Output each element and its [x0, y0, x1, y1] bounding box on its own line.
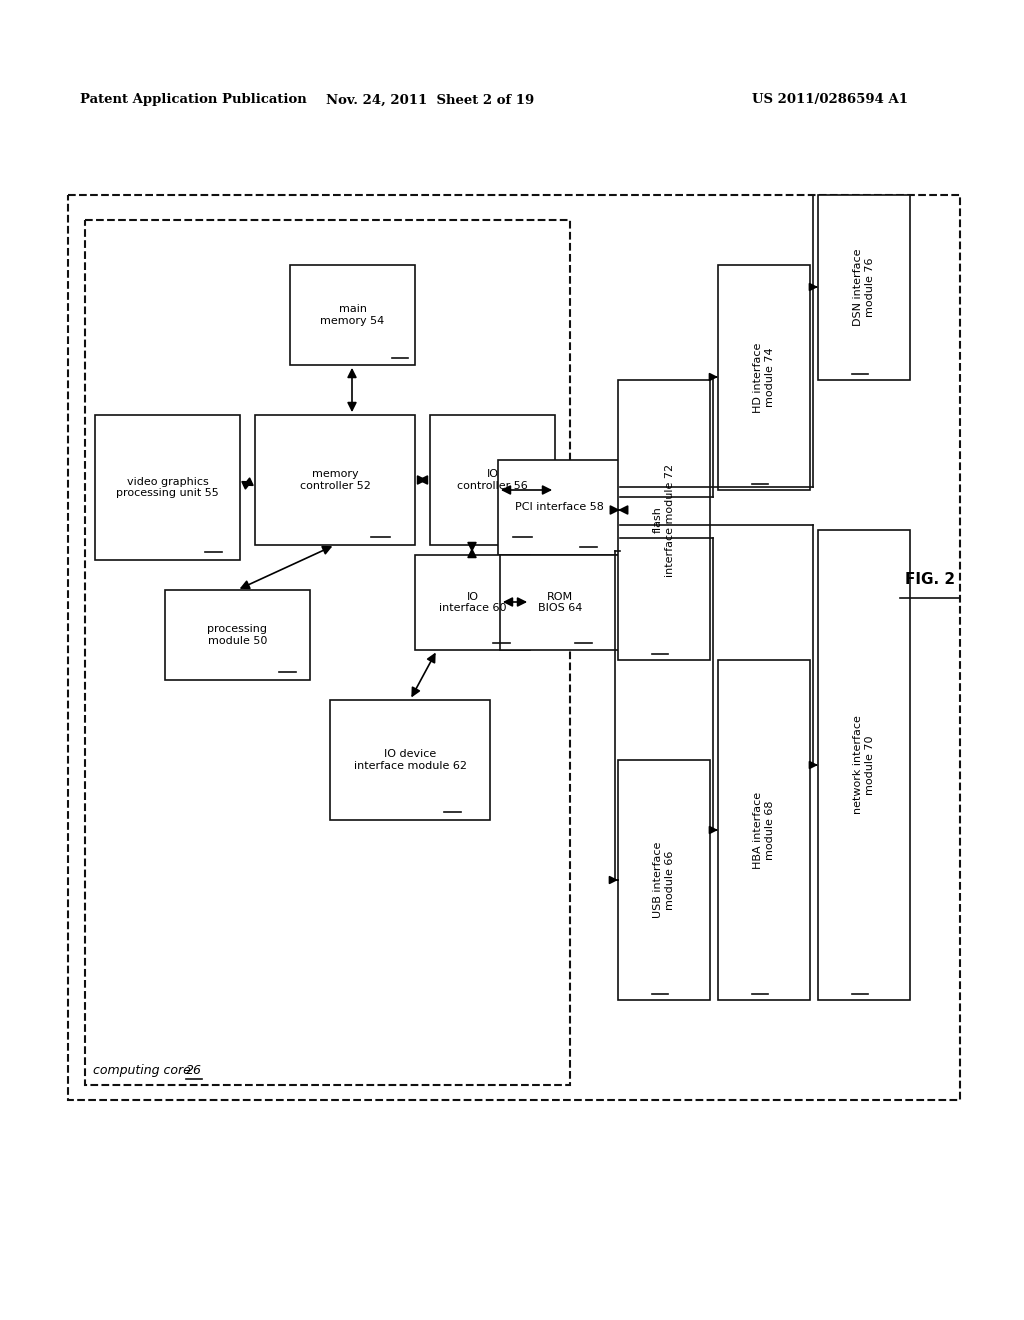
Text: FIG. 2: FIG. 2 — [905, 573, 955, 587]
Bar — [165, 590, 310, 680]
Text: PCI interface 58: PCI interface 58 — [515, 503, 603, 512]
Text: Patent Application Publication: Patent Application Publication — [80, 94, 307, 107]
Bar — [498, 459, 620, 554]
Bar — [818, 531, 910, 1001]
Bar — [68, 195, 961, 1100]
Bar — [430, 414, 555, 545]
Text: memory
controller 52: memory controller 52 — [300, 469, 371, 491]
Text: IO
controller 56: IO controller 56 — [457, 469, 528, 491]
Text: Nov. 24, 2011  Sheet 2 of 19: Nov. 24, 2011 Sheet 2 of 19 — [326, 94, 535, 107]
Bar — [255, 414, 415, 545]
Bar — [85, 220, 570, 1085]
Text: processing
module 50: processing module 50 — [208, 624, 267, 645]
Text: video graphics
processing unit 55: video graphics processing unit 55 — [116, 477, 219, 498]
Text: main
memory 54: main memory 54 — [321, 304, 385, 326]
Text: computing core: computing core — [93, 1064, 195, 1077]
Text: IO device
interface module 62: IO device interface module 62 — [353, 750, 467, 771]
Bar — [330, 700, 490, 820]
Text: HD interface
module 74: HD interface module 74 — [754, 342, 775, 413]
Text: ROM
BIOS 64: ROM BIOS 64 — [538, 591, 583, 614]
Bar — [290, 265, 415, 366]
Text: USB interface
module 66: USB interface module 66 — [653, 842, 675, 919]
Bar — [618, 760, 710, 1001]
Bar — [95, 414, 240, 560]
Text: HBA interface
module 68: HBA interface module 68 — [754, 792, 775, 869]
Bar — [818, 195, 910, 380]
Text: 26: 26 — [186, 1064, 202, 1077]
Text: flash
interface module 72: flash interface module 72 — [653, 463, 675, 577]
Text: US 2011/0286594 A1: US 2011/0286594 A1 — [752, 94, 908, 107]
Bar — [500, 554, 620, 649]
Bar — [415, 554, 530, 649]
Bar — [618, 380, 710, 660]
Text: network interface
module 70: network interface module 70 — [853, 715, 874, 814]
Text: IO
interface 60: IO interface 60 — [438, 591, 506, 614]
Bar — [718, 660, 810, 1001]
Text: DSN interface
module 76: DSN interface module 76 — [853, 248, 874, 326]
Bar — [718, 265, 810, 490]
